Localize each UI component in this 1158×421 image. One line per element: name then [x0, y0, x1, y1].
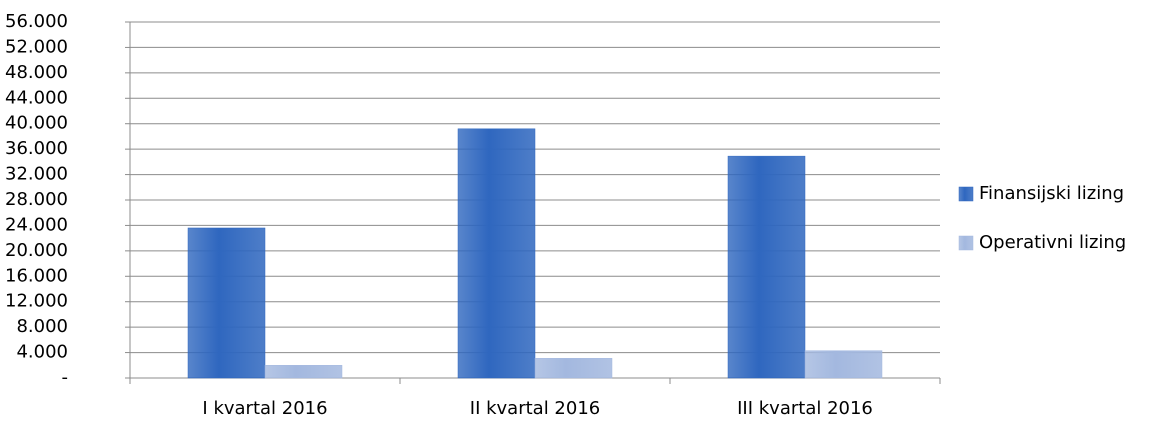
bar [264, 365, 343, 379]
legend-swatch [958, 186, 974, 202]
y-tick-label: 56.000 [5, 11, 68, 32]
y-tick-label: 4.000 [16, 342, 68, 363]
y-tick-label: 52.000 [5, 36, 68, 57]
legend-label: Operativni lizing [979, 232, 1126, 253]
x-tick-label: I kvartal 2016 [202, 398, 327, 419]
bar [457, 128, 536, 379]
y-tick-label: 36.000 [5, 138, 68, 159]
x-tick-label: II kvartal 2016 [470, 398, 600, 419]
bar [187, 227, 266, 379]
y-tick-label: 48.000 [5, 62, 68, 83]
bar [804, 350, 883, 379]
y-tick-label: 28.000 [5, 189, 68, 210]
y-tick-label: - [62, 367, 69, 388]
x-tick-label: III kvartal 2016 [737, 398, 873, 419]
y-tick-label: 44.000 [5, 87, 68, 108]
y-tick-label: 40.000 [5, 113, 68, 134]
legend-swatch [958, 235, 974, 251]
y-tick-label: 8.000 [16, 316, 68, 337]
legend-label: Finansijski lizing [979, 183, 1124, 204]
bar [727, 155, 806, 379]
y-tick-label: 16.000 [5, 265, 68, 286]
bar [534, 358, 613, 379]
y-tick-label: 24.000 [5, 214, 68, 235]
y-tick-label: 12.000 [5, 291, 68, 312]
y-tick-label: 32.000 [5, 164, 68, 185]
y-tick-label: 20.000 [5, 240, 68, 261]
